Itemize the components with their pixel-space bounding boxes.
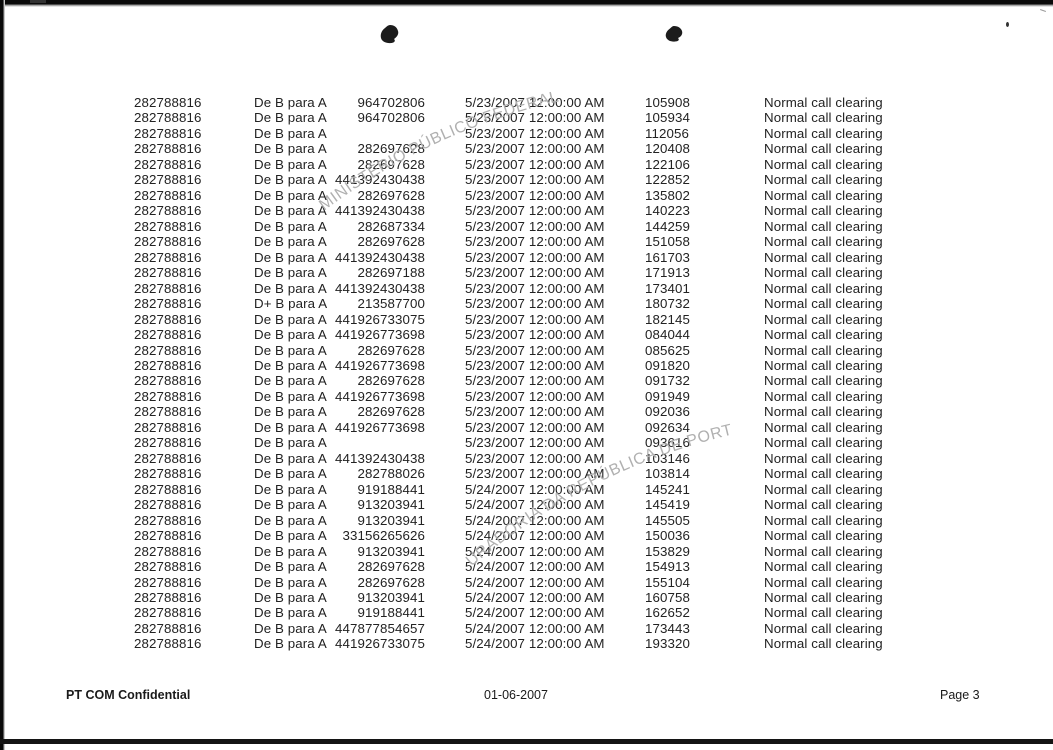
svg-text:PROCURADORIA DA REPÚBLICA DE P: PROCURADORIA DA REPÚBLICA DE PORTIMÃO bbox=[0, 0, 734, 570]
svg-text:MINISTÉRIO PÚBLICO FEDERAL: MINISTÉRIO PÚBLICO FEDERAL bbox=[316, 88, 560, 214]
